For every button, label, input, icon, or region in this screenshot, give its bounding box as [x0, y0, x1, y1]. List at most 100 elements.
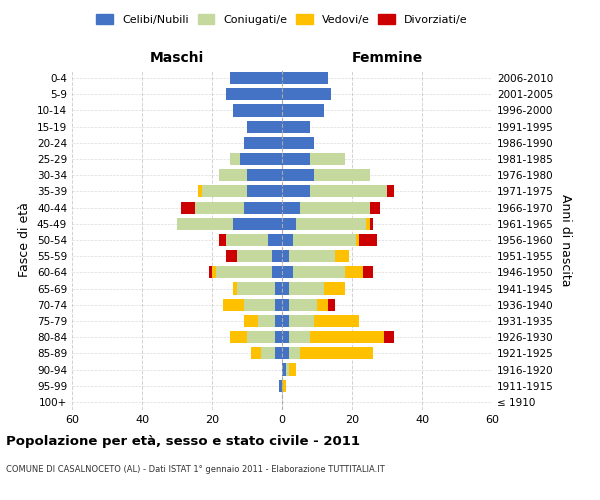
Bar — [247, 186, 282, 198]
Bar — [229, 72, 282, 84]
Bar — [310, 186, 387, 198]
Bar — [362, 266, 373, 278]
Bar — [275, 282, 282, 294]
Bar — [310, 153, 345, 165]
Text: COMUNE DI CASALNOCETO (AL) - Dati ISTAT 1° gennaio 2011 - Elaborazione TUTTITALI: COMUNE DI CASALNOCETO (AL) - Dati ISTAT … — [6, 465, 385, 474]
Bar — [229, 153, 240, 165]
Y-axis label: Anni di nascita: Anni di nascita — [559, 194, 572, 286]
Bar — [282, 348, 289, 360]
Bar — [282, 120, 310, 132]
Bar — [289, 282, 324, 294]
Bar — [299, 202, 370, 213]
Text: Popolazione per età, sesso e stato civile - 2011: Popolazione per età, sesso e stato civil… — [6, 435, 360, 448]
Bar — [282, 137, 314, 149]
Bar — [215, 266, 271, 278]
Bar — [293, 266, 345, 278]
Bar — [286, 364, 289, 376]
Bar — [233, 104, 282, 117]
Bar — [282, 250, 289, 262]
Bar — [268, 234, 282, 246]
Bar — [257, 315, 275, 327]
Bar — [383, 331, 394, 343]
Bar — [282, 380, 286, 392]
Bar — [212, 266, 215, 278]
Bar — [261, 348, 275, 360]
Bar — [314, 315, 359, 327]
Bar — [282, 153, 310, 165]
Bar — [282, 234, 293, 246]
Bar — [282, 364, 286, 376]
Bar — [289, 331, 310, 343]
Bar — [282, 186, 310, 198]
Bar — [289, 348, 299, 360]
Bar — [345, 266, 362, 278]
Bar — [282, 88, 331, 101]
Bar — [282, 218, 296, 230]
Bar — [282, 331, 289, 343]
Bar — [275, 298, 282, 311]
Bar — [355, 234, 359, 246]
Bar — [282, 169, 314, 181]
Bar — [366, 218, 370, 230]
Bar — [278, 380, 282, 392]
Bar — [370, 202, 380, 213]
Bar — [282, 298, 289, 311]
Bar — [219, 169, 247, 181]
Bar — [317, 298, 328, 311]
Bar — [275, 331, 282, 343]
Bar — [244, 202, 282, 213]
Bar — [387, 186, 394, 198]
Bar — [223, 298, 244, 311]
Bar — [275, 348, 282, 360]
Bar — [299, 348, 373, 360]
Bar — [271, 250, 282, 262]
Bar — [296, 218, 366, 230]
Bar — [209, 266, 212, 278]
Bar — [244, 137, 282, 149]
Bar — [289, 315, 314, 327]
Bar — [247, 169, 282, 181]
Bar — [251, 348, 261, 360]
Bar — [181, 202, 194, 213]
Bar — [310, 331, 383, 343]
Bar — [244, 298, 275, 311]
Bar — [236, 282, 275, 294]
Bar — [293, 234, 355, 246]
Bar — [314, 169, 370, 181]
Bar — [328, 298, 335, 311]
Bar — [282, 266, 293, 278]
Bar — [282, 72, 328, 84]
Bar — [219, 234, 226, 246]
Bar — [247, 120, 282, 132]
Bar — [282, 315, 289, 327]
Bar — [289, 250, 335, 262]
Bar — [370, 218, 373, 230]
Bar — [194, 202, 244, 213]
Bar — [233, 218, 282, 230]
Bar — [282, 202, 299, 213]
Bar — [202, 186, 247, 198]
Y-axis label: Fasce di età: Fasce di età — [19, 202, 31, 278]
Bar — [198, 186, 202, 198]
Bar — [240, 153, 282, 165]
Bar — [226, 88, 282, 101]
Bar — [289, 364, 296, 376]
Bar — [335, 250, 349, 262]
Bar — [275, 315, 282, 327]
Text: Maschi: Maschi — [150, 51, 204, 65]
Bar — [247, 331, 275, 343]
Bar — [282, 104, 324, 117]
Legend: Celibi/Nubili, Coniugati/e, Vedovi/e, Divorziati/e: Celibi/Nubili, Coniugati/e, Vedovi/e, Di… — [93, 10, 471, 28]
Bar — [177, 218, 233, 230]
Bar — [233, 282, 236, 294]
Bar — [289, 298, 317, 311]
Bar — [226, 250, 236, 262]
Bar — [244, 315, 257, 327]
Bar — [271, 266, 282, 278]
Text: Femmine: Femmine — [352, 51, 422, 65]
Bar — [226, 234, 268, 246]
Bar — [229, 331, 247, 343]
Bar — [324, 282, 345, 294]
Bar — [282, 282, 289, 294]
Bar — [236, 250, 271, 262]
